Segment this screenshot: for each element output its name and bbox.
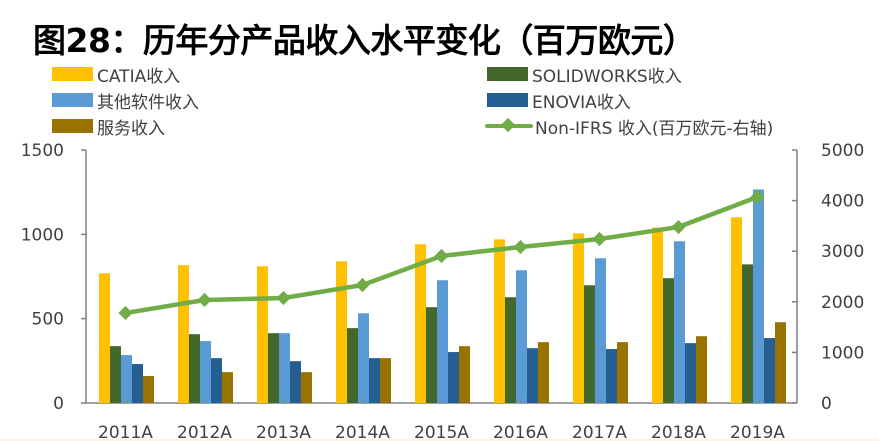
x-axis-label: 2017A: [572, 423, 627, 441]
bar-other: [753, 189, 764, 403]
bar-other: [516, 270, 527, 403]
legend-swatch-services: [52, 119, 93, 133]
bar-enovia: [290, 361, 301, 403]
right-axis-tick-label: 1000: [821, 343, 864, 363]
legend-label-services: 服务收入: [97, 118, 165, 139]
bar-services: [775, 322, 786, 403]
bar-services: [696, 336, 707, 403]
bar-solidworks: [426, 307, 437, 403]
bar-services: [222, 372, 233, 403]
bar-solidworks: [189, 334, 200, 403]
left-axis-tick-label: 0: [53, 394, 64, 414]
x-axis-label: 2015A: [414, 423, 469, 441]
bar-catia: [336, 261, 347, 403]
bar-solidworks: [663, 278, 674, 403]
bar-services: [617, 342, 628, 403]
bar-services: [143, 376, 154, 403]
legend-item-nonifrs: Non-IFRS 收入(百万欧元-右轴): [485, 115, 774, 139]
bar-services: [538, 342, 549, 403]
legend-item-solidworks: SOLIDWORKS收入: [487, 63, 682, 87]
bar-enovia: [527, 348, 538, 403]
bar-other: [674, 241, 685, 403]
left-axis-tick-label: 500: [32, 310, 64, 330]
x-axis-label: 2016A: [493, 423, 548, 441]
bar-services: [380, 358, 391, 403]
right-axis-tick-label: 3000: [821, 242, 864, 262]
diamond-marker-icon: [197, 292, 212, 308]
bar-solidworks: [584, 285, 595, 403]
chart-title: 图28：历年分产品收入水平变化（百万欧元）: [33, 21, 696, 60]
bar-catia: [731, 217, 742, 403]
legend-item-services: 服务收入: [52, 115, 165, 139]
diamond-marker-icon: [276, 290, 291, 306]
right-axis-tick-label: 4000: [821, 192, 864, 212]
legend-swatch-enovia: [487, 93, 528, 107]
diamond-marker-icon: [118, 305, 133, 321]
bar-other: [200, 341, 211, 403]
bar-services: [301, 372, 312, 403]
bar-solidworks: [110, 346, 121, 403]
bar-enovia: [764, 338, 775, 403]
bar-services: [459, 346, 470, 403]
legend-label-other: 其他软件收入: [97, 92, 199, 113]
bar-other: [437, 280, 448, 403]
bar-enovia: [132, 364, 143, 403]
diamond-marker-icon: [750, 189, 765, 205]
bar-enovia: [211, 358, 222, 403]
bar-solidworks: [742, 264, 753, 403]
bar-catia: [494, 239, 505, 403]
bar-solidworks: [347, 328, 358, 403]
bar-catia: [652, 227, 663, 403]
bar-enovia: [448, 352, 459, 403]
bar-catia: [415, 244, 426, 403]
x-axis-labels: 2011A 2012A 2013A 2014A 2015A 2016A 2017A 2018A…: [98, 423, 785, 441]
diamond-marker-icon: [513, 239, 528, 255]
legend-label-solidworks: SOLIDWORKS收入: [532, 66, 682, 87]
legend-swatch-solidworks: [487, 67, 528, 81]
legend-label-enovia: ENOVIA收入: [532, 92, 631, 113]
legend-item-other: 其他软件收入: [52, 89, 199, 113]
bottom-strip: [0, 439, 879, 441]
bar-solidworks: [268, 333, 279, 403]
bar-other: [121, 355, 132, 403]
left-axis-tick-label: 1000: [21, 225, 64, 245]
bar-enovia: [606, 349, 617, 403]
x-axis-label: 2011A: [98, 423, 153, 441]
diamond-marker-icon: [434, 248, 449, 264]
x-axis-label: 2012A: [177, 423, 232, 441]
right-axis-tick-label: 0: [821, 394, 832, 414]
diamond-marker-icon: [671, 219, 686, 235]
line-series-nonifrs: [118, 189, 765, 321]
legend-swatch-catia: [52, 67, 93, 81]
left-axis-tick-label: 1500: [21, 141, 64, 161]
x-axis-label: 2019A: [730, 423, 785, 441]
right-axis-tick-label: 5000: [821, 141, 864, 161]
x-axis-label: 2013A: [256, 423, 311, 441]
right-axis-tick-label: 2000: [821, 293, 864, 313]
bar-catia: [257, 266, 268, 403]
bar-other: [595, 258, 606, 403]
bar-catia: [178, 265, 189, 403]
bar-solidworks: [505, 297, 516, 403]
legend-label-nonifrs: Non-IFRS 收入(百万欧元-右轴): [535, 118, 774, 139]
x-axis-label: 2014A: [335, 423, 390, 441]
bar-catia: [573, 233, 584, 403]
legend-item-enovia: ENOVIA收入: [487, 89, 631, 113]
legend-line-marker-icon: [485, 117, 533, 133]
bar-other: [358, 313, 369, 403]
bar-other: [279, 333, 290, 403]
right-y-axis: 0 1000 2000 3000 4000 5000: [792, 141, 864, 414]
bar-enovia: [685, 343, 696, 403]
bar-enovia: [369, 358, 380, 403]
legend-item-catia: CATIA收入: [52, 63, 181, 87]
diamond-marker-icon: [592, 231, 607, 247]
legend-label-catia: CATIA收入: [97, 66, 181, 87]
bar-catia: [99, 273, 110, 403]
legend-swatch-other: [52, 93, 93, 107]
bar-series: [99, 189, 786, 403]
x-axis-label: 2018A: [651, 423, 706, 441]
diamond-marker-icon: [355, 277, 370, 293]
